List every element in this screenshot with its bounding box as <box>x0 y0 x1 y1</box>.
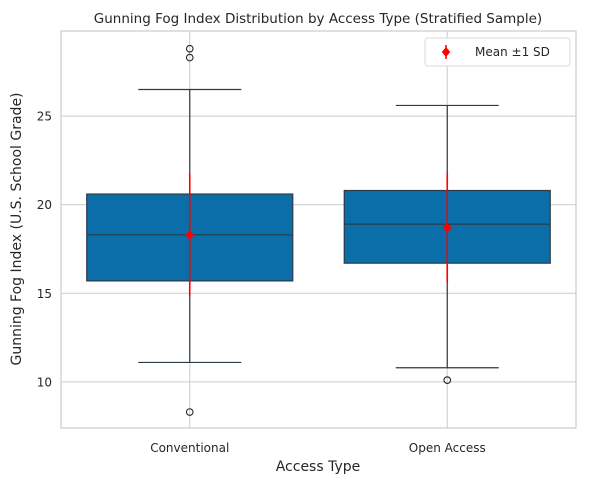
legend-label: Mean ±1 SD <box>475 45 550 59</box>
outlier-point <box>185 44 194 53</box>
x-axis-label: Access Type <box>276 459 361 475</box>
y-axis-label: Gunning Fog Index (U.S. School Grade) <box>9 92 25 365</box>
mean-marker <box>185 229 194 240</box>
chart-title: Gunning Fog Index Distribution by Access… <box>94 11 542 27</box>
y-tick-labels: 10 15 20 25 <box>37 110 52 390</box>
plot-frame <box>60 30 577 429</box>
x-tick-labels: Conventional Open Access <box>150 441 486 455</box>
y-tick-label: 10 <box>37 375 52 389</box>
outlier-point <box>443 376 452 384</box>
legend-diamond-icon <box>441 47 451 57</box>
outlier-point <box>185 408 194 416</box>
boxes <box>86 44 551 416</box>
x-tick-label: Open Access <box>409 441 486 455</box>
y-tick-label: 25 <box>37 110 52 124</box>
outlier-point <box>185 53 194 62</box>
legend: Mean ±1 SD <box>424 37 571 67</box>
legend-frame <box>424 37 571 67</box>
mean-markers <box>185 172 452 296</box>
x-tick-label: Conventional <box>150 441 229 455</box>
y-tick-label: 15 <box>37 287 52 301</box>
y-tick-label: 20 <box>37 198 52 212</box>
mean-marker <box>443 222 452 233</box>
